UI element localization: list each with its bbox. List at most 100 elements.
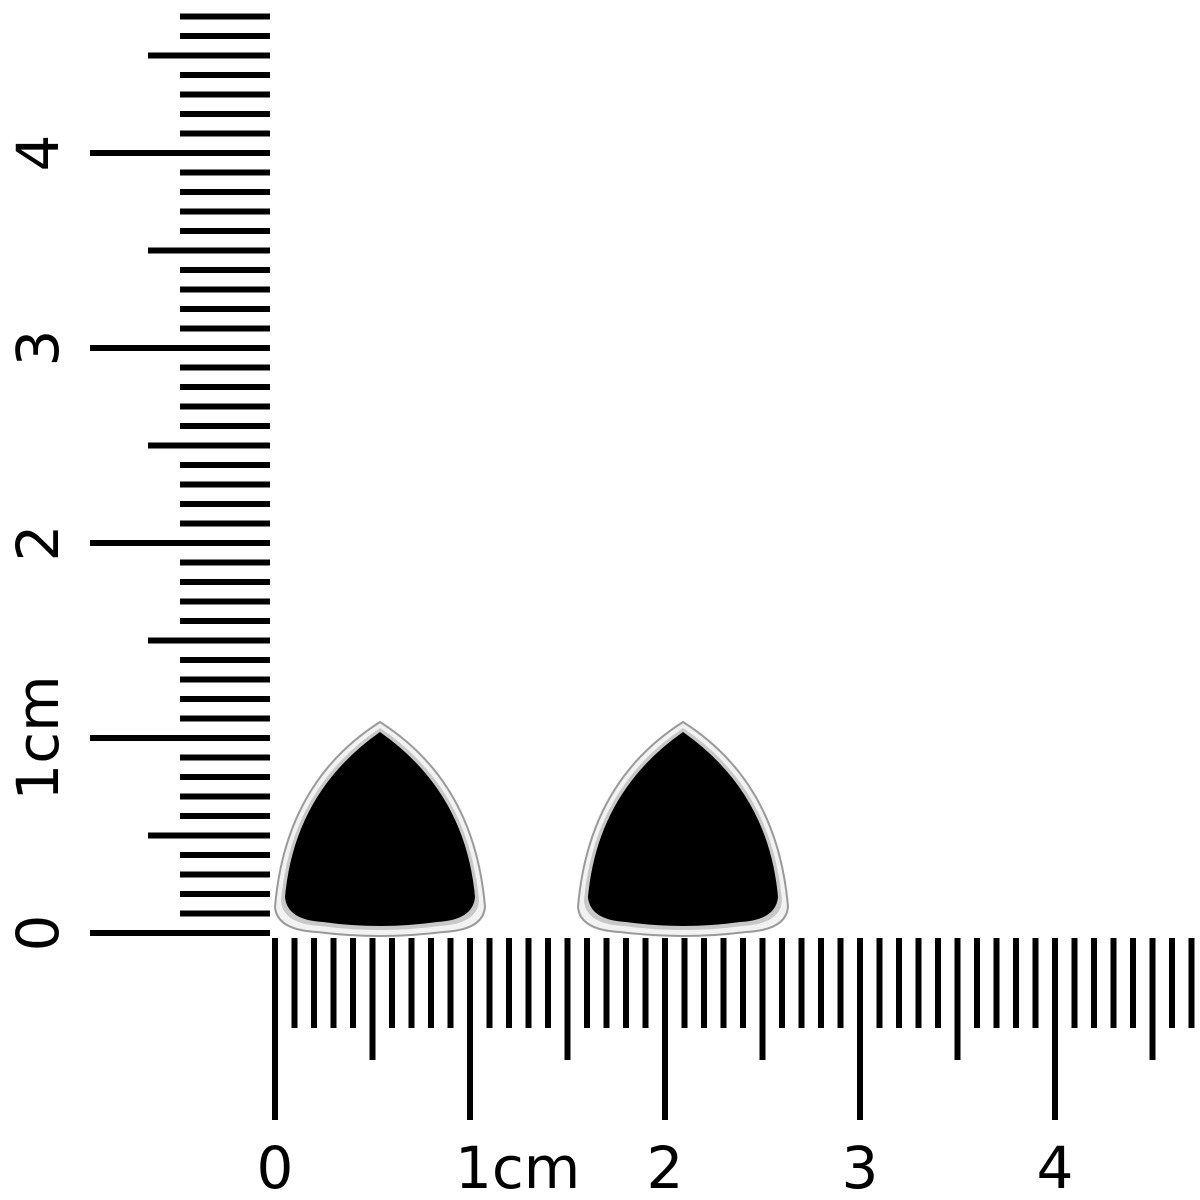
vertical-tick xyxy=(180,754,270,761)
vertical-tick xyxy=(148,637,270,644)
horizontal-ruler-label: 2 xyxy=(647,1134,684,1200)
vertical-tick xyxy=(180,130,270,137)
horizontal-tick xyxy=(837,938,844,1028)
horizontal-tick xyxy=(369,938,376,1060)
horizontal-tick xyxy=(1110,938,1117,1028)
horizontal-tick xyxy=(623,938,629,1028)
vertical-ruler-label: 4 xyxy=(4,135,72,172)
horizontal-tick xyxy=(857,938,863,1120)
vertical-tick xyxy=(180,325,270,332)
horizontal-tick xyxy=(759,938,766,1060)
vertical-tick xyxy=(148,442,270,449)
vertical-tick xyxy=(180,852,270,858)
horizontal-ruler-label: 0 xyxy=(257,1134,294,1200)
vertical-ruler-labels: 0 1cm 2 3 4 xyxy=(4,135,72,952)
horizontal-tick xyxy=(291,938,298,1028)
horizontal-tick xyxy=(1013,938,1019,1028)
horizontal-tick xyxy=(447,938,454,1028)
horizontal-tick xyxy=(389,938,395,1028)
vertical-tick xyxy=(180,91,270,98)
earrings xyxy=(273,720,790,937)
horizontal-tick xyxy=(798,938,805,1028)
vertical-tick xyxy=(180,696,270,702)
vertical-tick xyxy=(180,481,270,488)
horizontal-tick xyxy=(1149,938,1156,1060)
vertical-tick xyxy=(180,169,270,176)
horizontal-tick xyxy=(876,938,883,1028)
vertical-tick xyxy=(180,462,270,468)
vertical-ruler-label: 3 xyxy=(4,330,72,367)
vertical-tick xyxy=(180,910,270,917)
vertical-tick xyxy=(180,676,270,683)
vertical-tick xyxy=(180,871,270,878)
horizontal-tick xyxy=(408,938,415,1028)
horizontal-tick xyxy=(662,938,668,1120)
vertical-tick xyxy=(90,540,270,546)
horizontal-tick xyxy=(1169,938,1175,1028)
vertical-tick xyxy=(180,72,270,78)
horizontal-tick xyxy=(896,938,902,1028)
vertical-tick xyxy=(180,715,270,722)
horizontal-tick xyxy=(467,938,473,1120)
vertical-tick xyxy=(180,228,270,234)
vertical-tick xyxy=(90,345,270,351)
vertical-tick xyxy=(90,735,270,741)
horizontal-tick xyxy=(564,938,571,1060)
horizontal-ruler-label: 4 xyxy=(1037,1134,1074,1200)
black-stone xyxy=(285,732,475,926)
vertical-tick xyxy=(180,267,270,273)
horizontal-tick xyxy=(779,938,785,1028)
vertical-tick xyxy=(180,13,270,20)
horizontal-tick xyxy=(935,938,941,1028)
horizontal-tick xyxy=(311,938,317,1028)
vertical-tick xyxy=(90,150,270,156)
horizontal-ruler-labels: 0 1cm 2 3 4 xyxy=(257,1134,1074,1200)
horizontal-tick xyxy=(974,938,980,1028)
vertical-tick xyxy=(180,793,270,800)
horizontal-ruler-label: 1cm xyxy=(455,1134,580,1200)
horizontal-tick xyxy=(350,938,356,1028)
horizontal-tick xyxy=(1188,938,1195,1028)
horizontal-tick xyxy=(642,938,649,1028)
vertical-tick xyxy=(90,930,270,936)
vertical-tick xyxy=(180,657,270,663)
horizontal-tick xyxy=(506,938,512,1028)
horizontal-tick xyxy=(525,938,532,1028)
horizontal-tick xyxy=(486,938,493,1028)
horizontal-tick xyxy=(545,938,551,1028)
horizontal-tick xyxy=(603,938,610,1028)
vertical-tick xyxy=(180,579,270,585)
vertical-ruler-label: 2 xyxy=(4,525,72,562)
vertical-ruler xyxy=(90,13,270,936)
black-stone xyxy=(588,732,778,926)
horizontal-tick xyxy=(272,938,278,1120)
horizontal-tick xyxy=(681,938,688,1028)
vertical-tick xyxy=(180,403,270,410)
horizontal-tick xyxy=(1130,938,1136,1028)
horizontal-tick xyxy=(954,938,961,1060)
vertical-tick xyxy=(180,618,270,624)
vertical-tick xyxy=(180,208,270,215)
horizontal-tick xyxy=(1052,938,1058,1120)
vertical-tick xyxy=(180,774,270,780)
horizontal-tick xyxy=(1071,938,1078,1028)
vertical-tick xyxy=(148,247,270,254)
vertical-tick xyxy=(180,286,270,293)
vertical-tick xyxy=(180,33,270,39)
vertical-tick xyxy=(148,832,270,839)
horizontal-tick xyxy=(1032,938,1039,1028)
vertical-ruler-label: 0 xyxy=(4,915,72,952)
horizontal-tick xyxy=(428,938,434,1028)
horizontal-tick xyxy=(740,938,746,1028)
horizontal-ruler xyxy=(272,938,1195,1120)
vertical-tick xyxy=(180,813,270,819)
vertical-tick xyxy=(180,306,270,312)
vertical-tick xyxy=(180,598,270,605)
horizontal-ruler-label: 3 xyxy=(842,1134,879,1200)
vertical-tick xyxy=(180,364,270,371)
earring-left xyxy=(273,720,487,937)
horizontal-tick xyxy=(584,938,590,1028)
vertical-tick xyxy=(180,559,270,566)
vertical-tick xyxy=(180,189,270,195)
